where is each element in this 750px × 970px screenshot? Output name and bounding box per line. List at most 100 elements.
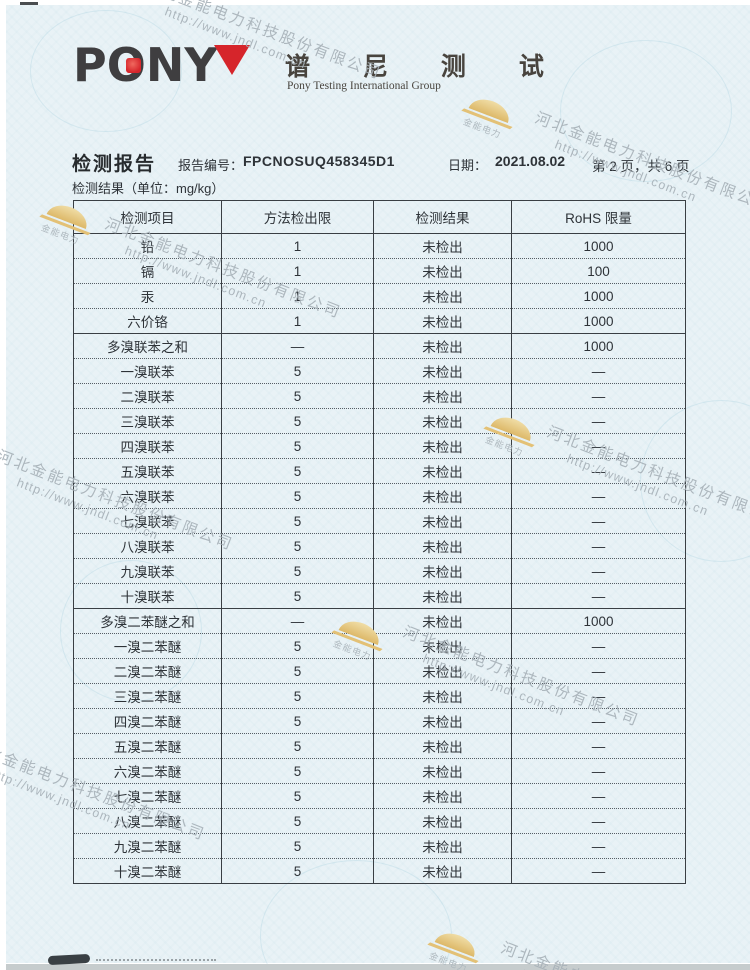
table-row: 十溴联苯 5 未检出 — [73, 583, 686, 609]
table-cell: — [511, 658, 686, 684]
table-cell: 5 [221, 383, 374, 409]
table-cell: 5 [221, 758, 374, 784]
table-cell: 未检出 [373, 558, 512, 584]
table-cell: 三溴二苯醚 [73, 683, 222, 709]
table-row: 三溴联苯 5 未检出 — [73, 408, 686, 434]
pony-logo: PONY 谱 尼 测 试 Pony Testing International … [73, 42, 544, 98]
table-cell: 未检出 [373, 683, 512, 709]
table-cell: 未检出 [373, 308, 512, 334]
page-number-info: 第 2 页，共 6 页 [592, 159, 690, 174]
table-row: 五溴联苯 5 未检出 — [73, 458, 686, 484]
table-body: 铅 1 未检出 1000 镉 1 未检出 100 汞 1 未检出 1000 六价铬 1 未检出 1000 多溴联… [73, 233, 686, 884]
table-cell: — [511, 758, 686, 784]
table-row: 二溴联苯 5 未检出 — [73, 383, 686, 409]
table-row: 铅 1 未检出 1000 [73, 233, 686, 259]
table-cell: 九溴二苯醚 [73, 833, 222, 859]
table-cell: 汞 [73, 283, 222, 309]
table-row: 一溴二苯醚 5 未检出 — [73, 633, 686, 659]
table-cell: 一溴二苯醚 [73, 633, 222, 659]
table-cell: 未检出 [373, 508, 512, 534]
table-row: 二溴二苯醚 5 未检出 — [73, 658, 686, 684]
table-row: 七溴联苯 5 未检出 — [73, 508, 686, 534]
report-no-value: FPCNOSUQ458345D1 [243, 153, 395, 169]
table-cell: — [221, 333, 374, 359]
table-cell: — [511, 383, 686, 409]
table-row: 六溴联苯 5 未检出 — [73, 483, 686, 509]
table-cell: 十溴二苯醚 [113, 865, 182, 880]
table-cell: 1000 [511, 333, 686, 359]
table-row: 多溴联苯之和 — 未检出 1000 [73, 333, 686, 359]
table-cell: 未检出 [373, 483, 512, 509]
table-cell: 5 [221, 433, 374, 459]
table-cell: 5 [221, 558, 374, 584]
table-cell: 六价铬 [73, 308, 222, 334]
report-no-label: 报告编号： [178, 158, 244, 173]
table-cell: 100 [511, 258, 686, 284]
table-row: 九溴联苯 5 未检出 — [73, 558, 686, 584]
table-cell: 未检出 [373, 808, 512, 834]
table-cell: 未检出 [373, 433, 512, 459]
scan-artifact [96, 959, 216, 961]
table-cell: — [511, 858, 686, 884]
table-cell: 1 [221, 258, 374, 284]
table-cell: 一溴联苯 [73, 358, 222, 384]
table-row: 八溴二苯醚 5 未检出 — [73, 808, 686, 834]
table-cell: — [511, 683, 686, 709]
table-row: 镉 1 未检出 100 [73, 258, 686, 284]
column-header: RoHS 限量 [511, 200, 686, 234]
table-row: 六溴二苯醚 5 未检出 — [73, 758, 686, 784]
table-row: 十溴二苯醚 5 未检出 — [74, 858, 686, 884]
table-row: 七溴二苯醚 5 未检出 — [73, 783, 686, 809]
table-cell: — [511, 458, 686, 484]
logo-english-name: Pony Testing International Group [287, 80, 441, 92]
table-cell: 多溴二苯醚之和 [73, 608, 222, 634]
table-cell: — [511, 733, 686, 759]
table-row: 汞 1 未检出 1000 [73, 283, 686, 309]
table-cell: — [511, 508, 686, 534]
table-cell: 未检出 [373, 708, 512, 734]
column-header: 检测项目 [73, 200, 222, 234]
table-cell: 五溴联苯 [73, 458, 222, 484]
table-cell: 二溴联苯 [73, 383, 222, 409]
table-cell: 1000 [511, 608, 686, 634]
table-cell: 未检出 [373, 258, 512, 284]
table-cell: 1000 [511, 283, 686, 309]
table-row: 三溴二苯醚 5 未检出 — [73, 683, 686, 709]
table-cell: 未检出 [373, 408, 512, 434]
table-cell: 未检出 [373, 383, 512, 409]
results-table: 检测项目 方法检出限 检测结果 RoHS 限量 铅 1 未检出 1000 镉 1 未检出 100 汞 1… [73, 200, 686, 884]
table-cell: 六溴联苯 [73, 483, 222, 509]
table-cell: 5 [221, 408, 374, 434]
table-cell: — [511, 633, 686, 659]
table-cell: — [511, 433, 686, 459]
table-row: 四溴联苯 5 未检出 — [73, 433, 686, 459]
table-row: 六价铬 1 未检出 1000 [73, 308, 686, 334]
table-cell: — [511, 783, 686, 809]
table-cell: 1000 [511, 233, 686, 259]
table-cell: 5 [221, 658, 374, 684]
table-cell: 1 [221, 283, 374, 309]
table-cell: 未检出 [373, 733, 512, 759]
scan-artifact [20, 2, 38, 5]
logo-red-triangle-icon [214, 45, 250, 75]
table-row: 一溴联苯 5 未检出 — [73, 358, 686, 384]
table-cell: 十溴联苯 [73, 583, 222, 609]
table-cell: 未检出 [373, 633, 512, 659]
table-cell: — [511, 708, 686, 734]
logo-red-square-icon [126, 58, 141, 73]
table-cell: 5 [221, 833, 374, 859]
table-cell: 三溴联苯 [73, 408, 222, 434]
table-cell: 多溴联苯之和 [73, 333, 222, 359]
table-cell: 八溴二苯醚 [73, 808, 222, 834]
table-cell: 5 [221, 483, 374, 509]
table-cell: 5 [221, 708, 374, 734]
table-cell: 5 [221, 508, 374, 534]
table-cell: 未检出 [373, 858, 512, 884]
table-cell: — [511, 533, 686, 559]
table-cell: 1000 [511, 308, 686, 334]
table-cell: 5 [221, 458, 374, 484]
table-cell: 未检出 [373, 608, 512, 634]
table-cell: 九溴联苯 [73, 558, 222, 584]
table-cell: 铅 [73, 233, 222, 259]
